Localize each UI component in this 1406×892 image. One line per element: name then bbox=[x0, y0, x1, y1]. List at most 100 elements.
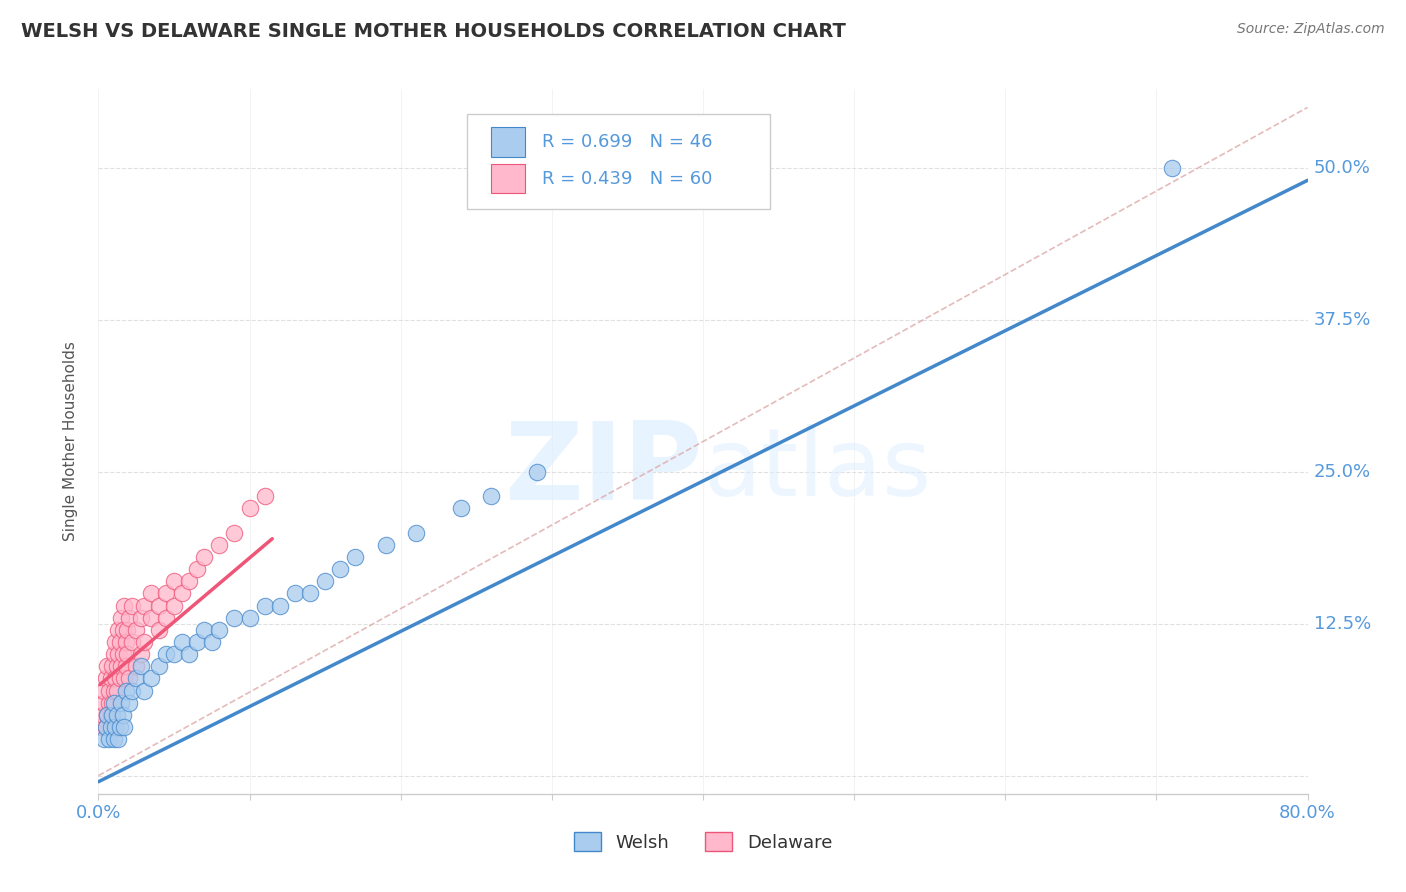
Point bbox=[239, 501, 262, 516]
Point bbox=[115, 647, 138, 661]
Point bbox=[224, 525, 246, 540]
Point bbox=[179, 647, 201, 661]
Point bbox=[155, 586, 177, 600]
Point bbox=[125, 623, 148, 637]
Point bbox=[314, 574, 336, 589]
Point bbox=[114, 683, 136, 698]
Point bbox=[96, 707, 118, 722]
Point bbox=[103, 683, 125, 698]
Point bbox=[103, 647, 125, 661]
Point bbox=[186, 562, 208, 576]
Point bbox=[121, 683, 143, 698]
Point bbox=[344, 549, 367, 564]
Point bbox=[186, 635, 208, 649]
Point bbox=[111, 623, 134, 637]
Point bbox=[107, 647, 129, 661]
Point bbox=[125, 659, 148, 673]
Text: WELSH VS DELAWARE SINGLE MOTHER HOUSEHOLDS CORRELATION CHART: WELSH VS DELAWARE SINGLE MOTHER HOUSEHOL… bbox=[21, 22, 846, 41]
Point bbox=[163, 599, 186, 613]
Point bbox=[163, 647, 186, 661]
Point bbox=[98, 696, 121, 710]
Point bbox=[129, 647, 152, 661]
Point bbox=[108, 635, 131, 649]
Bar bbox=[492, 164, 526, 194]
Point bbox=[193, 623, 215, 637]
Point bbox=[103, 732, 125, 747]
Point bbox=[253, 489, 276, 503]
Point bbox=[132, 599, 155, 613]
Point bbox=[118, 672, 141, 686]
Point bbox=[101, 659, 124, 673]
Point bbox=[405, 525, 427, 540]
Point bbox=[129, 659, 152, 673]
Y-axis label: Single Mother Households: Single Mother Households bbox=[63, 342, 77, 541]
Text: 25.0%: 25.0% bbox=[1313, 463, 1371, 481]
Point bbox=[112, 672, 135, 686]
Point bbox=[450, 501, 472, 516]
Point bbox=[132, 635, 155, 649]
Point bbox=[94, 720, 117, 734]
Point bbox=[121, 599, 143, 613]
Point bbox=[129, 610, 152, 624]
Point bbox=[284, 586, 307, 600]
Point bbox=[224, 610, 246, 624]
Point bbox=[98, 683, 121, 698]
Point bbox=[108, 720, 131, 734]
Point bbox=[115, 623, 138, 637]
Point bbox=[101, 696, 124, 710]
Point bbox=[112, 599, 135, 613]
Point bbox=[111, 647, 134, 661]
Point bbox=[269, 599, 291, 613]
Point bbox=[96, 659, 118, 673]
Point bbox=[170, 635, 193, 649]
FancyBboxPatch shape bbox=[467, 114, 769, 209]
Point bbox=[208, 538, 231, 552]
Point bbox=[118, 696, 141, 710]
Point bbox=[121, 635, 143, 649]
Point bbox=[253, 599, 276, 613]
Point bbox=[526, 465, 548, 479]
Point bbox=[101, 707, 124, 722]
Point bbox=[193, 549, 215, 564]
Point bbox=[155, 647, 177, 661]
Point bbox=[155, 610, 177, 624]
Point bbox=[481, 489, 503, 503]
Point bbox=[103, 696, 125, 710]
Point bbox=[104, 635, 127, 649]
Point bbox=[105, 683, 128, 698]
Point bbox=[90, 720, 112, 734]
Point bbox=[114, 659, 136, 673]
Point bbox=[1160, 161, 1182, 176]
Point bbox=[93, 696, 115, 710]
Point bbox=[100, 707, 122, 722]
Point bbox=[98, 732, 121, 747]
Point bbox=[107, 732, 129, 747]
Point bbox=[201, 635, 224, 649]
Point bbox=[141, 610, 163, 624]
Point bbox=[94, 672, 117, 686]
Text: Source: ZipAtlas.com: Source: ZipAtlas.com bbox=[1237, 22, 1385, 37]
Point bbox=[299, 586, 322, 600]
Point bbox=[132, 683, 155, 698]
Bar bbox=[492, 128, 526, 157]
Point bbox=[329, 562, 352, 576]
Point bbox=[374, 538, 396, 552]
Text: 12.5%: 12.5% bbox=[1313, 615, 1371, 632]
Point bbox=[93, 683, 115, 698]
Point bbox=[105, 659, 128, 673]
Text: atlas: atlas bbox=[703, 424, 931, 516]
Point bbox=[148, 623, 170, 637]
Point bbox=[208, 623, 231, 637]
Point bbox=[104, 720, 127, 734]
Point bbox=[110, 610, 132, 624]
Legend: Welsh, Delaware: Welsh, Delaware bbox=[567, 825, 839, 859]
Point bbox=[163, 574, 186, 589]
Point bbox=[110, 696, 132, 710]
Point bbox=[100, 672, 122, 686]
Point bbox=[239, 610, 262, 624]
Point bbox=[93, 732, 115, 747]
Point bbox=[100, 720, 122, 734]
Point bbox=[105, 707, 128, 722]
Point bbox=[141, 672, 163, 686]
Point bbox=[114, 635, 136, 649]
